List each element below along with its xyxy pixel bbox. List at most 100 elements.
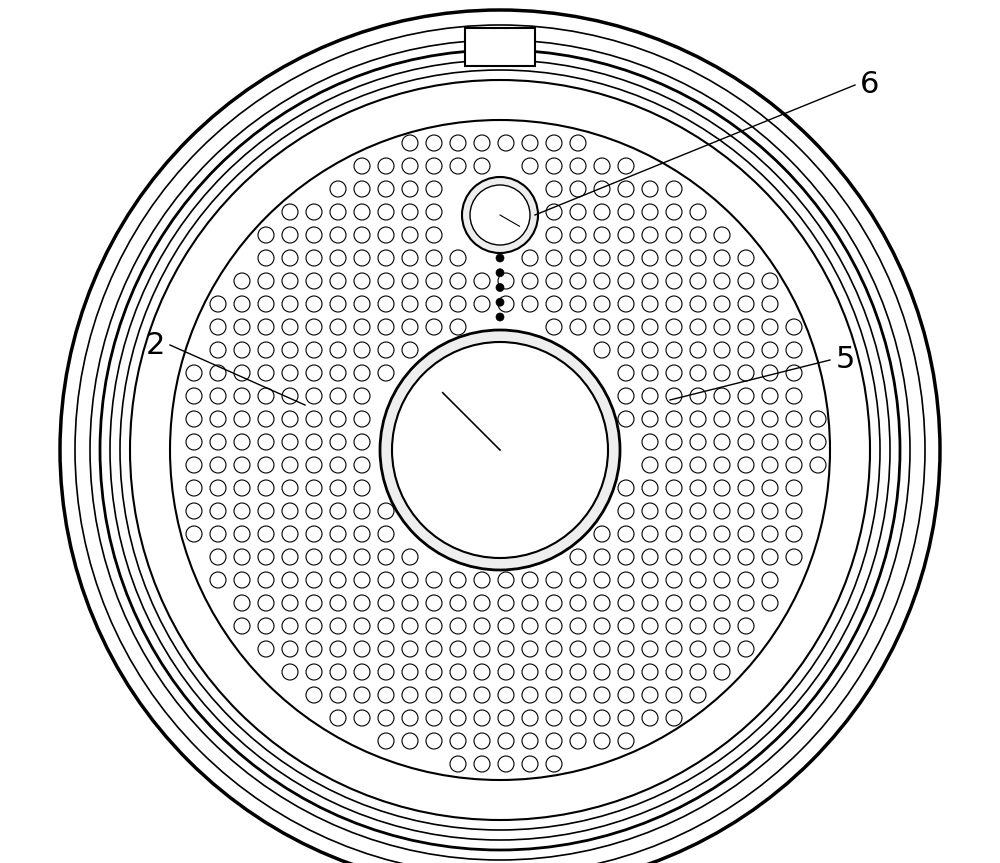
Circle shape: [762, 411, 778, 427]
Circle shape: [762, 549, 778, 565]
Circle shape: [570, 319, 586, 335]
Circle shape: [470, 185, 530, 245]
Circle shape: [306, 618, 322, 634]
Circle shape: [306, 664, 322, 680]
Circle shape: [282, 434, 298, 450]
Circle shape: [522, 273, 538, 289]
Circle shape: [690, 526, 706, 542]
Circle shape: [282, 411, 298, 427]
Circle shape: [210, 457, 226, 473]
Circle shape: [498, 572, 514, 588]
Circle shape: [738, 457, 754, 473]
Circle shape: [522, 595, 538, 611]
Circle shape: [546, 595, 562, 611]
Circle shape: [426, 618, 442, 634]
Circle shape: [378, 227, 394, 243]
Circle shape: [786, 480, 802, 496]
Circle shape: [234, 503, 250, 519]
Circle shape: [426, 250, 442, 266]
Circle shape: [474, 641, 490, 657]
Circle shape: [546, 710, 562, 726]
Circle shape: [594, 250, 610, 266]
Circle shape: [426, 296, 442, 312]
Circle shape: [234, 319, 250, 335]
Circle shape: [354, 641, 370, 657]
Circle shape: [474, 158, 490, 174]
Circle shape: [570, 135, 586, 151]
Circle shape: [642, 572, 658, 588]
Circle shape: [306, 388, 322, 404]
Circle shape: [450, 687, 466, 703]
Circle shape: [210, 549, 226, 565]
Circle shape: [426, 135, 442, 151]
Circle shape: [690, 457, 706, 473]
Circle shape: [642, 641, 658, 657]
Circle shape: [618, 227, 634, 243]
Circle shape: [666, 411, 682, 427]
Circle shape: [462, 177, 538, 253]
Circle shape: [330, 365, 346, 381]
Circle shape: [234, 411, 250, 427]
Circle shape: [282, 250, 298, 266]
Circle shape: [570, 549, 586, 565]
Circle shape: [594, 158, 610, 174]
Circle shape: [690, 411, 706, 427]
Circle shape: [426, 181, 442, 197]
Circle shape: [474, 710, 490, 726]
Circle shape: [498, 135, 514, 151]
Circle shape: [378, 204, 394, 220]
Circle shape: [330, 227, 346, 243]
Circle shape: [594, 296, 610, 312]
Circle shape: [426, 273, 442, 289]
Circle shape: [546, 664, 562, 680]
Circle shape: [378, 158, 394, 174]
Text: 2: 2: [145, 331, 165, 360]
Circle shape: [498, 664, 514, 680]
Circle shape: [738, 480, 754, 496]
Circle shape: [306, 572, 322, 588]
Circle shape: [642, 365, 658, 381]
Circle shape: [762, 595, 778, 611]
Circle shape: [690, 572, 706, 588]
Circle shape: [690, 618, 706, 634]
Circle shape: [306, 342, 322, 358]
Circle shape: [210, 365, 226, 381]
Circle shape: [306, 273, 322, 289]
Circle shape: [282, 388, 298, 404]
Circle shape: [306, 480, 322, 496]
Circle shape: [618, 342, 634, 358]
Circle shape: [378, 664, 394, 680]
Circle shape: [474, 135, 490, 151]
Circle shape: [258, 319, 274, 335]
Circle shape: [402, 710, 418, 726]
Circle shape: [666, 457, 682, 473]
Circle shape: [354, 480, 370, 496]
Circle shape: [618, 733, 634, 749]
Circle shape: [234, 549, 250, 565]
Circle shape: [690, 342, 706, 358]
Circle shape: [210, 411, 226, 427]
Circle shape: [210, 342, 226, 358]
Circle shape: [258, 411, 274, 427]
Circle shape: [306, 687, 322, 703]
Circle shape: [570, 250, 586, 266]
Circle shape: [570, 664, 586, 680]
Circle shape: [498, 733, 514, 749]
Circle shape: [258, 365, 274, 381]
Circle shape: [258, 227, 274, 243]
Circle shape: [330, 342, 346, 358]
Circle shape: [258, 503, 274, 519]
Circle shape: [690, 296, 706, 312]
Circle shape: [522, 135, 538, 151]
Circle shape: [354, 618, 370, 634]
Circle shape: [642, 687, 658, 703]
Circle shape: [496, 299, 504, 306]
Circle shape: [642, 710, 658, 726]
Circle shape: [234, 457, 250, 473]
Circle shape: [762, 365, 778, 381]
Circle shape: [234, 273, 250, 289]
Circle shape: [426, 595, 442, 611]
Circle shape: [522, 664, 538, 680]
Circle shape: [378, 595, 394, 611]
Circle shape: [690, 480, 706, 496]
